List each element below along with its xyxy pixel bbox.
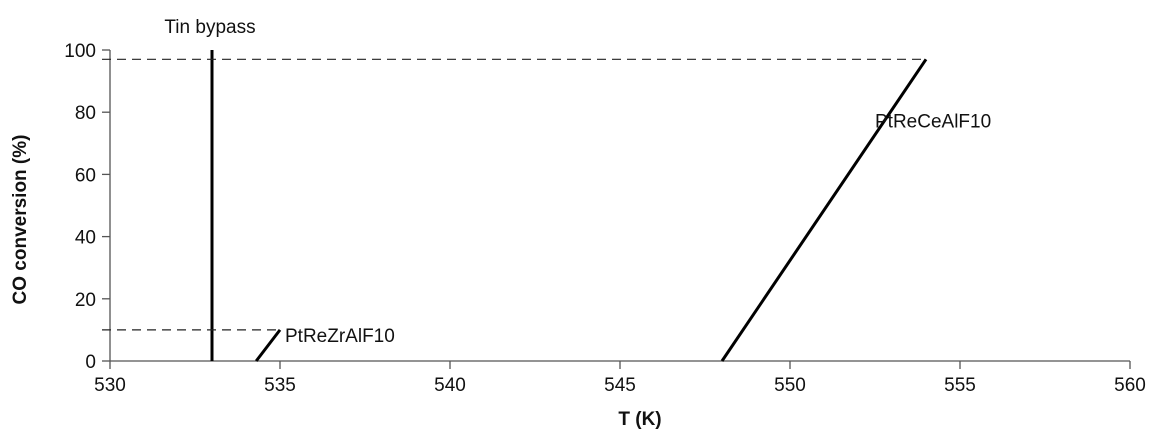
x-tick-label: 540 (434, 375, 466, 396)
x-tick-label: 535 (264, 375, 296, 396)
tin-bypass-label: Tin bypass (164, 17, 255, 38)
x-tick-label: 555 (944, 375, 976, 396)
series-line-ptrezralf10 (255, 328, 282, 362)
y-tick-label: 60 (75, 165, 96, 186)
y-tick-label: 80 (75, 103, 96, 124)
series-label-ptrezralf10: PtReZrAlF10 (285, 326, 395, 347)
y-tick-label: 0 (85, 352, 96, 373)
x-tick-label: 530 (94, 375, 126, 396)
x-tick-label: 550 (774, 375, 806, 396)
x-tick-label: 560 (1114, 375, 1146, 396)
x-axis-title: T (K) (618, 409, 661, 430)
y-tick-label: 40 (75, 228, 96, 249)
x-ticks: 530 535 540 545 550 555 560 (94, 361, 1146, 396)
y-ticks: 0 20 40 60 80 100 (64, 41, 110, 373)
y-tick-label: 20 (75, 290, 96, 311)
series-layer (255, 58, 928, 362)
x-tick-label: 545 (604, 375, 636, 396)
reference-lines (102, 50, 926, 361)
y-axis-title: CO conversion (%) (10, 135, 31, 305)
plot-area: 0 20 40 60 80 100 530 535 540 545 550 555 560 (64, 41, 1146, 396)
series-line-ptrecealf10 (720, 58, 928, 362)
series-label-ptrecealf10: PtReCeAlF10 (875, 112, 991, 133)
y-tick-label: 100 (64, 41, 96, 62)
